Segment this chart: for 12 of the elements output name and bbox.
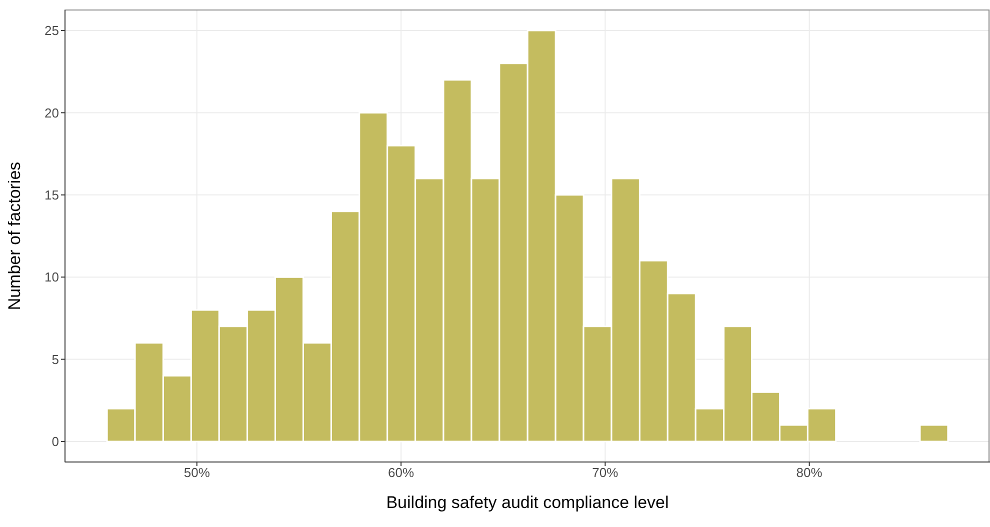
y-tick-label: 20 [44,105,59,120]
x-tick-label: 80% [796,465,823,480]
x-tick-label: 50% [184,465,210,480]
y-axis-title: Number of factories [5,162,24,310]
y-tick-label: 10 [44,270,59,285]
y-tick-label: 5 [52,352,59,367]
x-tick-label: 70% [592,465,619,480]
x-axis-title: Building safety audit compliance level [386,493,669,512]
x-tick-label: 60% [388,465,414,480]
y-tick-label: 0 [52,434,59,450]
y-tick-label: 15 [44,188,59,203]
y-tick-label: 25 [44,23,59,38]
